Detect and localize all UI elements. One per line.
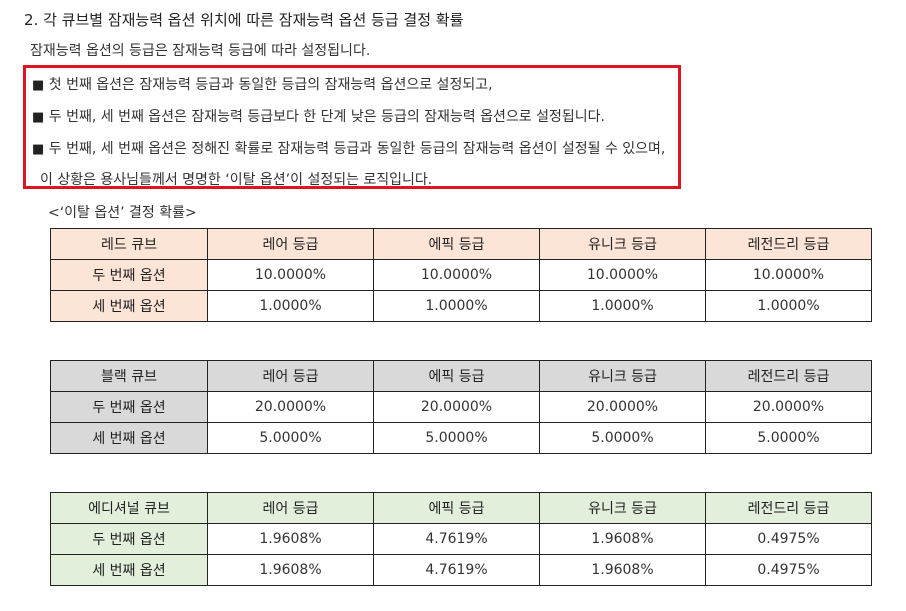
column-header: 유니크 등급 xyxy=(539,360,706,392)
probability-cell: 20.0000% xyxy=(705,391,872,423)
table-row: 두 번째 옵션 10.0000% 10.0000% 10.0000% 10.00… xyxy=(50,259,872,291)
probability-cell: 1.0000% xyxy=(207,290,374,322)
note-line-4: 이 상황은 용사님들께서 명명한 ‘이탈 옵션’이 설정되는 로직입니다. xyxy=(40,169,432,189)
table-header-row: 에디셔널 큐브 레어 등급 에픽 등급 유니크 등급 레전드리 등급 xyxy=(50,492,872,524)
note-text: 두 번째, 세 번째 옵션은 정해진 확률로 잠재능력 등급과 동일한 등급의 … xyxy=(48,141,666,157)
note-line-3: ■ 두 번째, 세 번째 옵션은 정해진 확률로 잠재능력 등급과 동일한 등급… xyxy=(32,138,665,158)
probability-cell: 5.0000% xyxy=(539,422,706,454)
column-header: 레전드리 등급 xyxy=(705,228,872,260)
table-row: 두 번째 옵션 1.9608% 4.7619% 1.9608% 0.4975% xyxy=(50,523,872,555)
column-header: 레어 등급 xyxy=(207,492,374,524)
probability-cell: 10.0000% xyxy=(373,259,540,291)
table-row: 세 번째 옵션 1.0000% 1.0000% 1.0000% 1.0000% xyxy=(50,290,872,322)
intro-text: 잠재능력 옵션의 등급은 잠재능력 등급에 따라 설정됩니다. xyxy=(30,43,371,59)
additional-cube-table: 에디셔널 큐브 레어 등급 에픽 등급 유니크 등급 레전드리 등급 두 번째 … xyxy=(50,492,872,586)
column-header: 에픽 등급 xyxy=(373,492,540,524)
note-line-2: ■ 두 번째, 세 번째 옵션은 잠재능력 등급보다 한 단계 낮은 등급의 잠… xyxy=(32,106,605,126)
probability-cell: 0.4975% xyxy=(705,523,872,555)
column-header: 레어 등급 xyxy=(207,360,374,392)
row-label: 두 번째 옵션 xyxy=(50,259,208,291)
probability-cell: 10.0000% xyxy=(705,259,872,291)
table-header-row: 블랙 큐브 레어 등급 에픽 등급 유니크 등급 레전드리 등급 xyxy=(50,360,872,392)
cube-name-cell: 블랙 큐브 xyxy=(50,360,208,392)
probability-cell: 1.9608% xyxy=(207,523,374,555)
table-row: 세 번째 옵션 1.9608% 4.7619% 1.9608% 0.4975% xyxy=(50,554,872,586)
cube-name-cell: 에디셔널 큐브 xyxy=(50,492,208,524)
row-label: 세 번째 옵션 xyxy=(50,290,208,322)
column-header: 유니크 등급 xyxy=(539,228,706,260)
row-label: 세 번째 옵션 xyxy=(50,422,208,454)
note-text: 두 번째, 세 번째 옵션은 잠재능력 등급보다 한 단계 낮은 등급의 잠재능… xyxy=(48,109,605,125)
row-label: 세 번째 옵션 xyxy=(50,554,208,586)
probability-cell: 5.0000% xyxy=(373,422,540,454)
table-row: 세 번째 옵션 5.0000% 5.0000% 5.0000% 5.0000% xyxy=(50,422,872,454)
probability-cell: 1.0000% xyxy=(373,290,540,322)
probability-cell: 5.0000% xyxy=(705,422,872,454)
probability-cell: 10.0000% xyxy=(539,259,706,291)
probability-cell: 1.0000% xyxy=(539,290,706,322)
note-text: 첫 번째 옵션은 잠재능력 등급과 동일한 등급의 잠재능력 옵션으로 설정되고… xyxy=(48,77,493,93)
table-caption: <‘이탈 옵션’ 결정 확률> xyxy=(48,205,197,221)
probability-cell: 1.9608% xyxy=(539,554,706,586)
probability-cell: 5.0000% xyxy=(207,422,374,454)
probability-cell: 0.4975% xyxy=(705,554,872,586)
probability-cell: 20.0000% xyxy=(373,391,540,423)
probability-cell: 1.9608% xyxy=(539,523,706,555)
note-text: 이 상황은 용사님들께서 명명한 ‘이탈 옵션’이 설정되는 로직입니다. xyxy=(40,172,433,188)
probability-cell: 20.0000% xyxy=(539,391,706,423)
column-header: 레어 등급 xyxy=(207,228,374,260)
table-row: 두 번째 옵션 20.0000% 20.0000% 20.0000% 20.00… xyxy=(50,391,872,423)
section-heading: 2. 각 큐브별 잠재능력 옵션 위치에 따른 잠재능력 옵션 등급 결정 확률 xyxy=(24,11,464,29)
probability-cell: 4.7619% xyxy=(373,523,540,555)
square-bullet-icon: ■ xyxy=(32,110,45,125)
note-line-1: ■ 첫 번째 옵션은 잠재능력 등급과 동일한 등급의 잠재능력 옵션으로 설정… xyxy=(32,74,493,94)
column-header: 에픽 등급 xyxy=(373,228,540,260)
column-header: 유니크 등급 xyxy=(539,492,706,524)
probability-cell: 1.0000% xyxy=(705,290,872,322)
probability-cell: 10.0000% xyxy=(207,259,374,291)
probability-cell: 1.9608% xyxy=(207,554,374,586)
probability-cell: 4.7619% xyxy=(373,554,540,586)
row-label: 두 번째 옵션 xyxy=(50,391,208,423)
column-header: 에픽 등급 xyxy=(373,360,540,392)
highlight-box: ■ 첫 번째 옵션은 잠재능력 등급과 동일한 등급의 잠재능력 옵션으로 설정… xyxy=(23,65,681,189)
black-cube-table: 블랙 큐브 레어 등급 에픽 등급 유니크 등급 레전드리 등급 두 번째 옵션… xyxy=(50,360,872,454)
square-bullet-icon: ■ xyxy=(32,78,45,93)
column-header: 레전드리 등급 xyxy=(705,492,872,524)
red-cube-table: 레드 큐브 레어 등급 에픽 등급 유니크 등급 레전드리 등급 두 번째 옵션… xyxy=(50,228,872,322)
column-header: 레전드리 등급 xyxy=(705,360,872,392)
probability-cell: 20.0000% xyxy=(207,391,374,423)
cube-name-cell: 레드 큐브 xyxy=(50,228,208,260)
square-bullet-icon: ■ xyxy=(32,142,45,157)
row-label: 두 번째 옵션 xyxy=(50,523,208,555)
table-header-row: 레드 큐브 레어 등급 에픽 등급 유니크 등급 레전드리 등급 xyxy=(50,228,872,260)
